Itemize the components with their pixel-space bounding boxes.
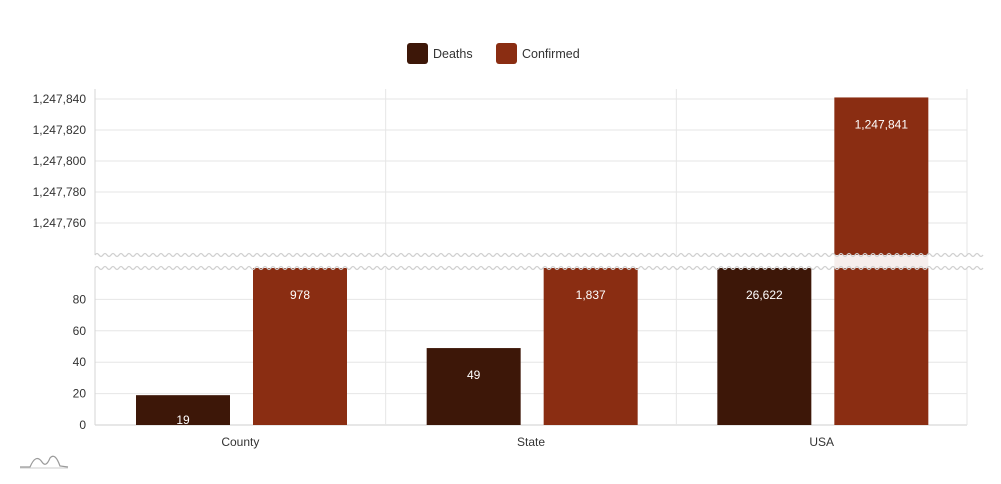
bar-deaths-usa[interactable] [717,268,812,425]
y-tick-label: 1,247,760 [33,216,87,230]
x-axis: County State USA [221,435,834,449]
logo-icon [20,455,69,469]
y-tick-label: 40 [73,355,87,369]
data-label: 1,247,841 [855,117,909,131]
bar-confirmed-county[interactable] [253,268,347,425]
break-band [88,255,980,268]
axis-break [88,252,984,271]
x-tick-label: USA [809,435,834,449]
y-tick-label: 0 [79,418,86,432]
legend-swatch [407,43,428,64]
y-tick-label: 80 [73,292,87,306]
legend-item-deaths[interactable]: Deaths [407,43,473,64]
bar-deaths-state[interactable] [426,348,521,425]
data-label: 19 [176,413,190,427]
legend-label: Confirmed [522,47,580,61]
data-labels: 19 49 26,622 978 1,837 1,247,841 [176,117,908,427]
y-axis: 0 20 40 60 80 1,247,760 1,247,780 1,247,800 1,24… [33,89,96,432]
bar-deaths-county[interactable] [136,395,230,425]
y-tick-label: 1,247,780 [33,185,87,199]
data-label: 978 [290,288,310,302]
legend[interactable]: Deaths Confirmed [407,43,580,64]
legend-swatch [496,43,517,64]
legend-item-confirmed[interactable]: Confirmed [496,43,580,64]
y-tick-label: 60 [73,324,87,338]
y-tick-label: 20 [73,387,87,401]
y-tick-label: 1,247,820 [33,123,87,137]
break-line-bottom [94,265,984,271]
legend-label: Deaths [433,47,473,61]
x-tick-label: State [517,435,545,449]
y-tick-label: 1,247,840 [33,92,87,106]
data-label: 49 [467,368,481,382]
x-tick-label: County [221,435,259,449]
bar-confirmed-state[interactable] [543,268,638,425]
break-line-top [94,252,984,258]
data-label: 26,622 [746,288,783,302]
y-tick-label: 1,247,800 [33,154,87,168]
data-label: 1,837 [576,288,606,302]
